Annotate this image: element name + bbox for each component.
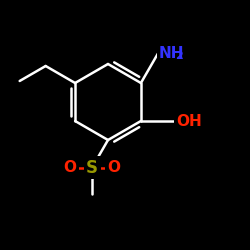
Text: OH: OH — [176, 114, 202, 128]
Text: S: S — [86, 159, 98, 177]
Text: O: O — [108, 160, 120, 175]
Text: O: O — [108, 160, 120, 175]
Text: OH: OH — [176, 114, 202, 128]
Text: NH: NH — [159, 46, 184, 61]
Text: O: O — [64, 160, 76, 175]
Text: 2: 2 — [175, 51, 183, 61]
Text: O: O — [64, 160, 76, 175]
Text: S: S — [86, 159, 98, 177]
Text: NH₂: NH₂ — [159, 46, 191, 61]
